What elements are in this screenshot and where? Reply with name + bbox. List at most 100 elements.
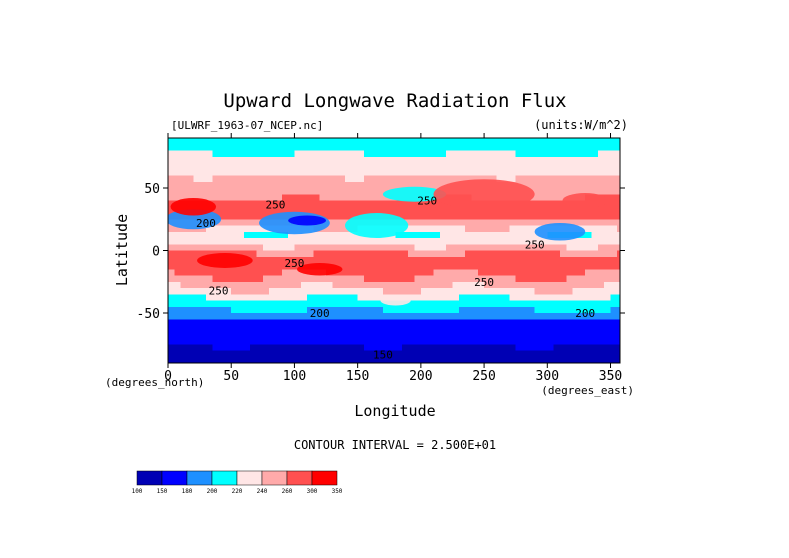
heatmap-cell	[509, 175, 517, 183]
heatmap-cell	[345, 238, 352, 245]
heatmap-cell	[458, 344, 466, 351]
heatmap-cell	[351, 238, 359, 245]
heatmap-cell	[591, 338, 599, 345]
heatmap-cell	[389, 238, 397, 245]
heatmap-cell	[547, 331, 555, 339]
heatmap-cell	[503, 344, 510, 351]
regional-feature	[288, 215, 327, 226]
heatmap-cell	[509, 206, 517, 214]
heatmap-cell	[193, 300, 201, 308]
heatmap-cell	[363, 144, 371, 151]
heatmap-cell	[186, 138, 194, 145]
heatmap-cell	[231, 306, 239, 314]
heatmap-cell	[477, 213, 485, 220]
heatmap-cell	[503, 175, 510, 183]
heatmap-cell	[168, 175, 175, 183]
heatmap-cell	[585, 356, 593, 363]
heatmap-cell	[243, 225, 251, 233]
heatmap-cell	[458, 263, 466, 270]
heatmap-cell	[199, 194, 207, 201]
heatmap-cell	[243, 163, 251, 170]
heatmap-cell	[503, 325, 510, 333]
heatmap-cell	[528, 356, 536, 363]
heatmap-cell	[408, 269, 416, 276]
heatmap-cell	[288, 200, 295, 208]
heatmap-cell	[357, 319, 365, 326]
heatmap-cell	[585, 269, 593, 276]
heatmap-cell	[174, 306, 182, 314]
heatmap-cell	[616, 169, 620, 176]
heatmap-cell	[345, 213, 352, 220]
heatmap-cell	[446, 150, 453, 158]
heatmap-cell	[547, 338, 555, 345]
heatmap-cell	[604, 306, 612, 314]
heatmap-cell	[395, 163, 403, 170]
heatmap-cell	[433, 338, 441, 345]
heatmap-cell	[345, 331, 352, 339]
contour-label: 250	[474, 276, 494, 289]
heatmap-cell	[332, 144, 340, 151]
heatmap-cell	[585, 263, 593, 270]
colorbar-swatch	[186, 470, 213, 486]
heatmap-cell	[604, 350, 612, 358]
heatmap-cell	[433, 219, 441, 226]
heatmap-cell	[597, 156, 605, 164]
heatmap-cell	[597, 144, 605, 151]
heatmap-cell	[294, 313, 302, 320]
heatmap-cell	[351, 244, 359, 251]
heatmap-cell	[585, 169, 593, 176]
heatmap-cell	[465, 163, 472, 170]
heatmap-cell	[294, 256, 302, 264]
heatmap-cell	[250, 344, 257, 351]
heatmap-cell	[269, 350, 276, 358]
heatmap-cell	[281, 238, 289, 245]
heatmap-cell	[427, 175, 435, 183]
heatmap-cell	[389, 206, 397, 214]
heatmap-cell	[281, 231, 289, 239]
colorbar-swatch	[136, 470, 163, 486]
heatmap-cell	[566, 244, 574, 251]
heatmap-cell	[250, 356, 257, 363]
heatmap-cell	[237, 194, 245, 201]
heatmap-cell	[294, 338, 302, 345]
heatmap-cell	[509, 281, 517, 289]
heatmap-cell	[496, 169, 504, 176]
heatmap-cell	[294, 275, 302, 283]
heatmap-cell	[597, 163, 605, 170]
heatmap-cell	[534, 188, 542, 195]
heatmap-cell	[597, 319, 605, 326]
heatmap-cell	[313, 138, 321, 145]
heatmap-cell	[357, 175, 365, 183]
heatmap-cell	[168, 238, 175, 245]
heatmap-cell	[357, 288, 365, 295]
heatmap-cell	[281, 144, 289, 151]
heatmap-cell	[616, 256, 620, 264]
heatmap-cell	[389, 169, 397, 176]
heatmap-cell	[446, 294, 453, 301]
heatmap-cell	[389, 331, 397, 339]
heatmap-cell	[477, 138, 485, 145]
heatmap-cell	[477, 225, 485, 233]
heatmap-cell	[610, 250, 618, 258]
heatmap-cell	[338, 194, 346, 201]
heatmap-cell	[522, 306, 529, 314]
heatmap-cell	[401, 206, 409, 214]
heatmap-cell	[534, 156, 542, 164]
heatmap-cell	[338, 356, 346, 363]
heatmap-cell	[205, 288, 213, 295]
heatmap-cell	[572, 338, 580, 345]
heatmap-cell	[262, 244, 270, 251]
heatmap-cell	[401, 256, 409, 264]
heatmap-cell	[578, 356, 586, 363]
heatmap-cell	[199, 331, 207, 339]
heatmap-cell	[439, 306, 447, 314]
heatmap-cell	[553, 288, 561, 295]
heatmap-cell	[180, 350, 188, 358]
heatmap-cell	[433, 181, 441, 189]
heatmap-cell	[414, 150, 422, 158]
heatmap-cell	[509, 331, 517, 339]
heatmap-cell	[193, 350, 201, 358]
heatmap-cell	[288, 331, 295, 339]
heatmap-cell	[237, 144, 245, 151]
heatmap-cell	[446, 300, 453, 308]
